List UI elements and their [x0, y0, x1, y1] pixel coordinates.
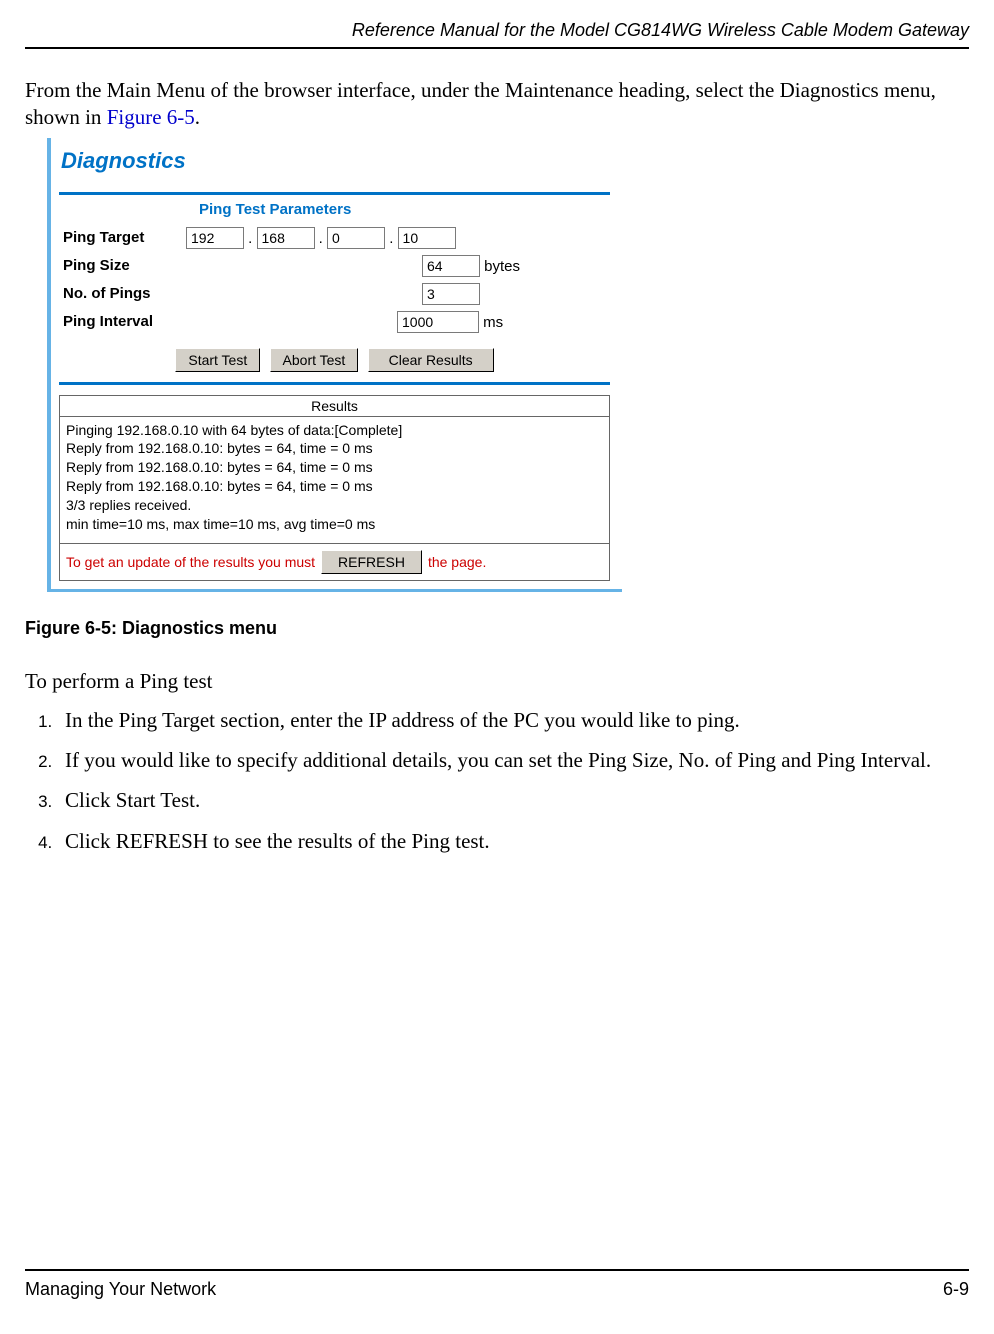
step-1: In the Ping Target section, enter the IP… [57, 706, 969, 734]
running-header: Reference Manual for the Model CG814WG W… [25, 20, 969, 41]
diagnostics-title: Diagnostics [61, 148, 610, 174]
intro-paragraph: From the Main Menu of the browser interf… [25, 77, 969, 132]
button-row: Start Test Abort Test Clear Results [59, 348, 610, 372]
diagnostics-screenshot: Diagnostics Ping Test Parameters Ping Ta… [47, 138, 622, 592]
no-of-pings-input[interactable] [422, 283, 480, 305]
clear-results-button[interactable]: Clear Results [368, 348, 494, 372]
figure-link[interactable]: Figure 6-5 [107, 105, 195, 129]
footer-row: Managing Your Network 6-9 [25, 1279, 969, 1300]
header-rule [25, 47, 969, 49]
step-2: If you would like to specify additional … [57, 746, 969, 774]
intro-text-after: . [195, 105, 200, 129]
footer-page-number: 6-9 [943, 1279, 969, 1300]
results-box: Results Pinging 192.168.0.10 with 64 byt… [59, 395, 610, 581]
ping-size-input[interactable] [422, 255, 480, 277]
refresh-text-before: To get an update of the results you must [66, 554, 315, 570]
abort-test-button[interactable]: Abort Test [270, 348, 359, 372]
row-ping-target: Ping Target . . . [59, 224, 524, 252]
footer-section: Managing Your Network [25, 1279, 216, 1300]
label-ping-interval: Ping Interval [59, 308, 182, 336]
refresh-text-after: the page. [428, 554, 486, 570]
start-test-button[interactable]: Start Test [175, 348, 260, 372]
label-no-of-pings: No. of Pings [59, 280, 182, 308]
figure-separator-mid [59, 382, 610, 385]
steps-list: In the Ping Target section, enter the IP… [25, 706, 969, 855]
ping-target-octet-4[interactable] [398, 227, 456, 249]
label-ping-size: Ping Size [59, 252, 182, 280]
step-3: Click Start Test. [57, 786, 969, 814]
figure-caption: Figure 6-5: Diagnostics menu [25, 618, 969, 639]
footer-rule [25, 1269, 969, 1271]
page: Reference Manual for the Model CG814WG W… [0, 0, 994, 1334]
figure-container: Diagnostics Ping Test Parameters Ping Ta… [47, 138, 969, 592]
ping-size-unit: bytes [484, 258, 520, 275]
ping-target-octet-1[interactable] [186, 227, 244, 249]
ping-interval-unit: ms [483, 314, 503, 331]
figure-separator-top [59, 192, 610, 195]
ping-target-octet-2[interactable] [257, 227, 315, 249]
ping-test-parameters-heading: Ping Test Parameters [199, 201, 610, 218]
ping-parameters-table: Ping Target . . . Ping Size bytes [59, 224, 524, 336]
steps-intro: To perform a Ping test [25, 669, 969, 694]
row-ping-size: Ping Size bytes [59, 252, 524, 280]
refresh-button[interactable]: REFRESH [321, 550, 422, 574]
ping-target-octet-3[interactable] [327, 227, 385, 249]
step-4: Click REFRESH to see the results of the … [57, 827, 969, 855]
page-footer: Managing Your Network 6-9 [25, 1269, 969, 1300]
results-refresh-row: To get an update of the results you must… [60, 544, 609, 580]
results-heading: Results [60, 396, 609, 417]
row-no-of-pings: No. of Pings [59, 280, 524, 308]
label-ping-target: Ping Target [59, 224, 182, 252]
row-ping-interval: Ping Interval ms [59, 308, 524, 336]
results-body: Pinging 192.168.0.10 with 64 bytes of da… [60, 417, 609, 544]
ping-interval-input[interactable] [397, 311, 479, 333]
